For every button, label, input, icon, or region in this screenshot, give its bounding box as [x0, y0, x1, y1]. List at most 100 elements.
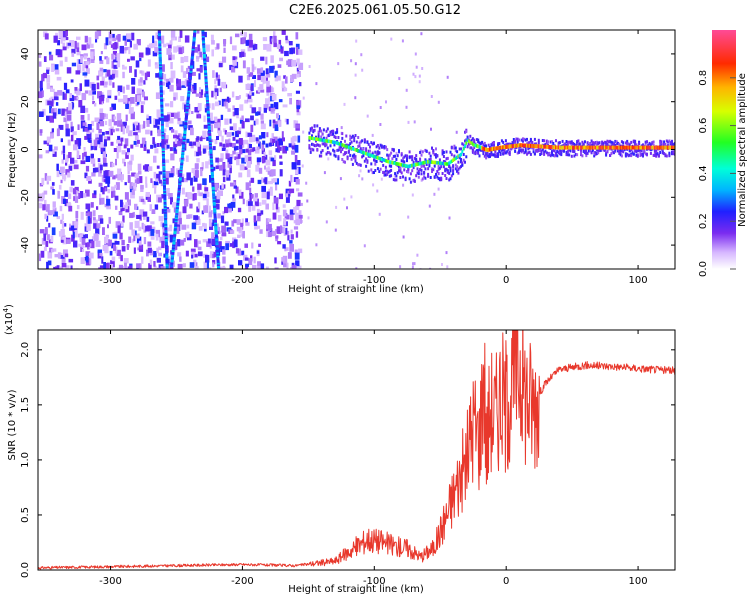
spectrogram-cell — [125, 114, 128, 122]
spectrogram-cell — [232, 194, 235, 199]
spectrogram-cell — [174, 224, 178, 227]
spectrogram-cell — [144, 72, 148, 81]
spectrogram-cell — [174, 221, 178, 224]
spectrogram-cell — [635, 143, 638, 147]
spectrogram-cell — [414, 75, 417, 79]
spectrogram-cell — [54, 96, 59, 101]
spectrogram-cell — [280, 46, 284, 54]
spectrogram-cell — [545, 141, 548, 145]
spectrogram-cell — [188, 76, 192, 79]
spectrogram-cell — [597, 145, 600, 150]
spectrogram-cell — [498, 145, 501, 150]
spectrogram-cell — [161, 208, 165, 214]
spectrogram-cell — [201, 39, 205, 42]
spectrogram-cell — [69, 95, 75, 102]
spectrogram-cell — [108, 79, 112, 86]
spectrogram-ylabel: Frequency (Hz) — [7, 112, 18, 188]
spectrogram-cell — [172, 239, 176, 242]
spectrogram-cell — [181, 46, 185, 54]
spectrogram-cell — [399, 166, 402, 170]
spectrogram-cell — [478, 141, 481, 145]
spectrogram-cell — [80, 211, 84, 220]
spectrogram-cell — [225, 143, 229, 148]
spectrogram-cell — [391, 157, 394, 161]
spectrogram-cell — [49, 210, 55, 215]
spectrogram-cell — [432, 160, 435, 165]
spectrogram-cell — [189, 262, 195, 268]
spectrogram-cell — [555, 145, 557, 150]
spectrogram-cell — [405, 105, 408, 109]
spectrogram-cell — [215, 237, 219, 241]
spectrogram-cell — [373, 158, 375, 162]
spectrogram-cell — [246, 169, 251, 178]
spectrogram-cell — [164, 239, 168, 242]
spectrogram-cell — [297, 73, 300, 78]
spectrogram-cell — [428, 162, 431, 166]
spectrogram-cell — [160, 35, 165, 44]
spectrogram-cell — [116, 249, 121, 256]
spectrogram-cell — [139, 57, 142, 62]
spectrogram-cell — [403, 168, 406, 172]
spectrogram-cell — [227, 108, 231, 112]
spectrogram-cell — [87, 216, 91, 224]
spectrogram-cell — [173, 233, 177, 236]
spectrogram-cell — [93, 190, 97, 195]
spectrogram-cell — [206, 136, 210, 141]
spectrogram-cell — [232, 150, 236, 155]
spectrogram-cell — [158, 56, 162, 60]
spectrogram-cell — [620, 149, 623, 153]
spectrogram-cell — [134, 220, 140, 229]
spectrogram-cell — [121, 239, 125, 246]
spectrogram-cell — [59, 252, 63, 256]
spectrogram-cell — [606, 139, 609, 143]
spectrogram-cell — [78, 100, 83, 108]
spectrogram-cell — [206, 107, 210, 111]
spectrogram-cell — [408, 155, 411, 159]
spectrogram-cell — [644, 145, 647, 150]
spectrogram-cell — [413, 163, 416, 167]
spectrogram-cell — [545, 144, 548, 149]
spectrogram-cell — [289, 212, 294, 221]
spectrogram-cell — [244, 99, 249, 104]
spectrogram-cell — [553, 154, 556, 158]
spectrogram-cell — [475, 138, 478, 142]
spectrogram-cell — [161, 134, 165, 138]
spectrogram-cell — [159, 65, 162, 69]
spectrogram-cell — [163, 191, 167, 194]
spectrogram-cell — [561, 145, 564, 150]
spectrogram-cell — [177, 117, 181, 124]
spectrogram-cell — [51, 63, 55, 67]
spectrogram-cell — [158, 34, 161, 37]
spectrogram-cell — [661, 145, 664, 150]
spectrogram-cell — [288, 143, 292, 148]
spectrogram-cell — [506, 144, 509, 149]
spectrogram-cell — [234, 108, 239, 116]
spectrogram-cell — [359, 169, 362, 173]
spectrogram-cell — [460, 152, 462, 157]
spectrogram-cell — [449, 177, 452, 181]
spectrogram-cell — [391, 147, 394, 151]
spectrogram-cell — [273, 197, 279, 204]
spectrogram-cell — [40, 250, 45, 258]
spectrogram-cell — [159, 89, 163, 93]
spectrogram-cell — [380, 157, 383, 162]
spectrogram-cell — [203, 65, 207, 69]
spectrogram-cell — [529, 139, 532, 143]
spectrogram-cell — [138, 170, 142, 175]
spectrogram-cell — [224, 118, 229, 125]
spectrogram-cell — [566, 143, 569, 147]
spectrogram-cell — [355, 148, 358, 152]
spectrogram-cell — [664, 145, 667, 150]
spectrogram-cell — [340, 142, 342, 147]
spectrogram-cell — [177, 217, 182, 225]
spectrogram-cell — [108, 119, 112, 127]
spectrogram-cell — [656, 145, 659, 150]
spectrogram-cell — [311, 134, 313, 138]
spectrogram-cell — [487, 154, 490, 158]
spectrogram-cell — [129, 40, 132, 48]
spectrogram-cell — [448, 171, 451, 175]
spectrogram-cell — [473, 143, 476, 147]
spectrogram-cell — [50, 98, 54, 107]
spectrogram-cell — [386, 159, 389, 163]
spectrogram-cell — [76, 205, 80, 210]
